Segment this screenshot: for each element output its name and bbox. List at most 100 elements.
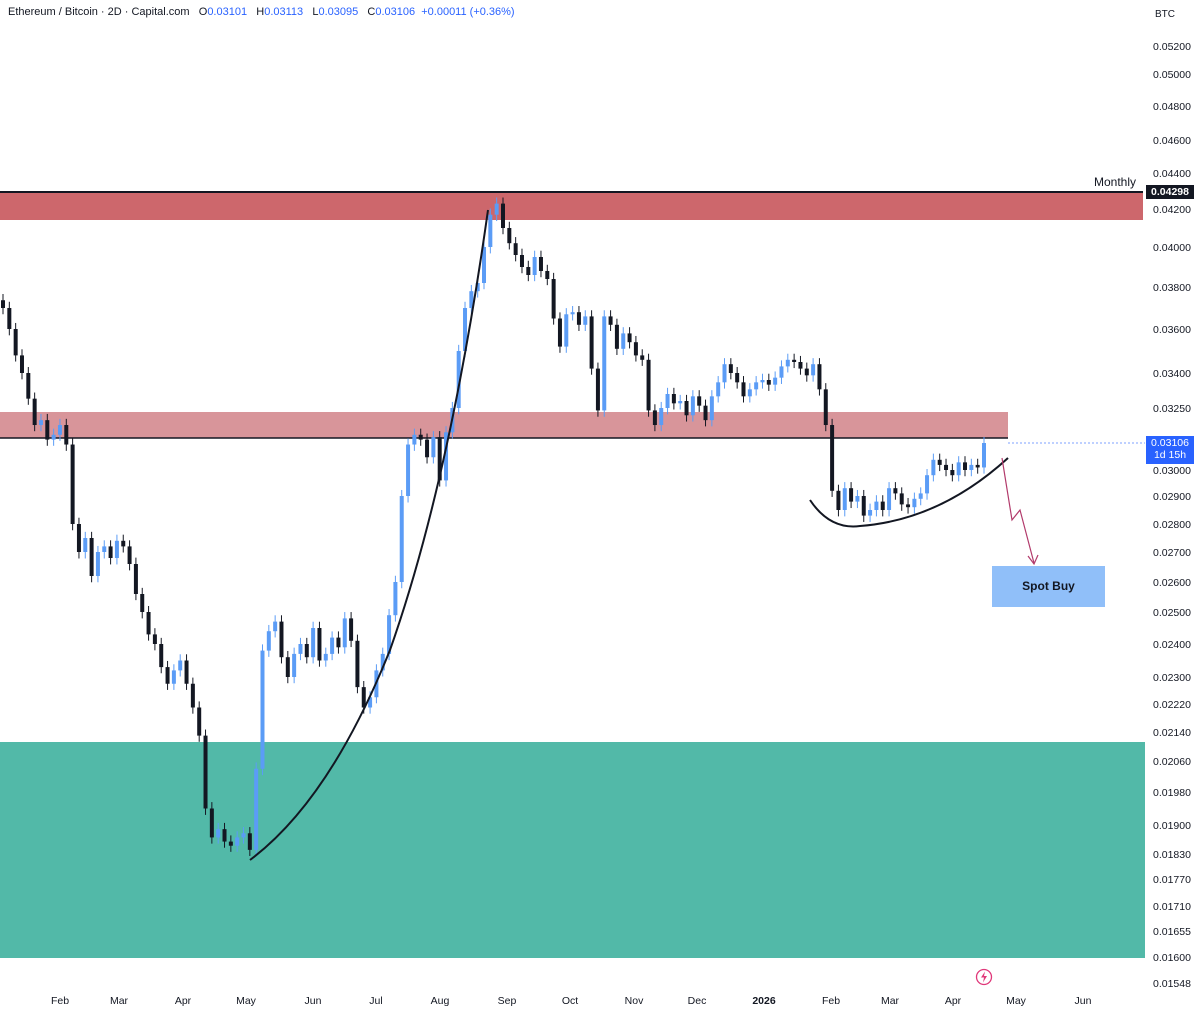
candle-body xyxy=(311,628,316,658)
candle-body xyxy=(583,316,588,325)
date-tick-label: Apr xyxy=(945,995,962,1007)
candle-body xyxy=(602,316,607,411)
candle-body xyxy=(140,594,145,612)
candle-body xyxy=(975,464,980,468)
candle-body xyxy=(336,637,341,648)
price-tick-label: 0.04400 xyxy=(1153,168,1191,180)
candle-body xyxy=(570,312,575,315)
candle-body xyxy=(133,564,138,594)
candle-body xyxy=(874,501,879,510)
candle-body xyxy=(203,735,208,809)
candle-body xyxy=(7,308,12,329)
candle-body xyxy=(703,405,708,421)
candle-body xyxy=(260,650,265,769)
date-tick-label: Sep xyxy=(498,995,517,1007)
projection-arrow xyxy=(1001,457,1035,564)
price-tick-label: 0.01830 xyxy=(1153,849,1191,861)
candle-body xyxy=(228,841,233,846)
price-axis[interactable]: 0.05200 0.05000 0.04800 0.04600 0.04400 0.042… xyxy=(1153,41,1191,990)
candle-body xyxy=(842,488,847,510)
candle-body xyxy=(804,368,809,376)
candle-body xyxy=(614,324,619,349)
candle-body xyxy=(76,524,81,552)
candle-body xyxy=(32,398,37,426)
price-tick-label: 0.01655 xyxy=(1153,926,1191,938)
candle-body xyxy=(760,380,765,383)
candle-body xyxy=(342,618,347,648)
current-price-value: 0.03106 xyxy=(1151,437,1189,449)
monthly-resistance-zone xyxy=(0,192,1143,220)
candle-body xyxy=(507,228,512,244)
candle-body xyxy=(817,364,822,390)
price-tick-label: 0.02300 xyxy=(1153,672,1191,684)
candle-body xyxy=(1,300,5,308)
symbol-title[interactable]: Ethereum / Bitcoin · 2D · Capital.com xyxy=(8,6,190,18)
candle-body xyxy=(589,316,594,369)
price-tick-label: 0.05000 xyxy=(1153,69,1191,81)
candle-body xyxy=(963,462,968,470)
currency-label[interactable]: BTC xyxy=(1155,9,1175,20)
candle-body xyxy=(444,432,449,481)
date-tick-label: Aug xyxy=(431,995,450,1007)
date-tick-label: Apr xyxy=(175,995,192,1007)
candle-body xyxy=(361,687,366,708)
candle-body xyxy=(475,283,480,292)
price-tick-label: 0.03250 xyxy=(1153,403,1191,415)
close-label: C xyxy=(367,6,376,18)
candle-body xyxy=(412,434,417,445)
date-tick-label: Mar xyxy=(110,995,129,1007)
candle-body xyxy=(273,621,278,632)
parabolic-curve xyxy=(249,209,489,861)
monthly-label: Monthly xyxy=(1094,175,1137,189)
candle-body xyxy=(266,631,271,651)
date-tick-label: Dec xyxy=(688,995,707,1007)
candle-body xyxy=(45,420,50,440)
monthly-price-tag: 0.04298 xyxy=(1146,185,1194,199)
candle-body xyxy=(13,329,18,356)
candle-body xyxy=(285,657,290,677)
candle-body xyxy=(190,683,195,708)
drawings-layer xyxy=(249,209,1039,861)
candle-body xyxy=(887,488,892,510)
candle-body xyxy=(684,401,689,416)
candle-body xyxy=(197,707,202,736)
candle-body xyxy=(595,368,600,411)
price-tick-label: 0.03800 xyxy=(1153,282,1191,294)
candle-body xyxy=(652,410,657,426)
price-tick-label: 0.04600 xyxy=(1153,135,1191,147)
date-tick-label: Feb xyxy=(51,995,69,1007)
date-axis[interactable]: Feb Mar Apr May Jun Jul Aug Sep Oct Nov Dec 2026 Feb… xyxy=(51,995,1092,1007)
candle-body xyxy=(456,351,461,408)
resistance-zone xyxy=(0,412,1008,438)
candle-body xyxy=(861,496,866,516)
candle-body xyxy=(380,653,385,671)
lightning-icon[interactable] xyxy=(975,968,993,986)
candle-body xyxy=(482,247,487,283)
candle-countdown: 1d 15h xyxy=(1153,449,1187,461)
price-tick-label: 0.01980 xyxy=(1153,787,1191,799)
candle-body xyxy=(855,496,860,502)
candle-body xyxy=(488,214,493,247)
candle-body xyxy=(292,653,297,677)
date-tick-label: May xyxy=(1006,995,1027,1007)
open-value: 0.03101 xyxy=(207,6,248,18)
date-tick-label: Jul xyxy=(369,995,382,1007)
candle-body xyxy=(830,425,835,491)
candle-body xyxy=(899,493,904,505)
demand-zone xyxy=(0,742,1145,958)
candle-body xyxy=(608,316,613,325)
candle-body xyxy=(494,203,499,215)
candle-body xyxy=(640,355,645,360)
price-tick-label: 0.03000 xyxy=(1153,465,1191,477)
candle-body xyxy=(393,582,398,616)
candle-body xyxy=(279,621,284,658)
candle-body xyxy=(773,377,778,385)
candle-body xyxy=(551,279,556,319)
candle-body xyxy=(747,389,752,397)
candle-body xyxy=(659,408,664,426)
candle-body xyxy=(956,462,961,476)
candle-body xyxy=(849,488,854,502)
price-tick-label: 0.02800 xyxy=(1153,519,1191,531)
candle-body xyxy=(925,475,930,494)
